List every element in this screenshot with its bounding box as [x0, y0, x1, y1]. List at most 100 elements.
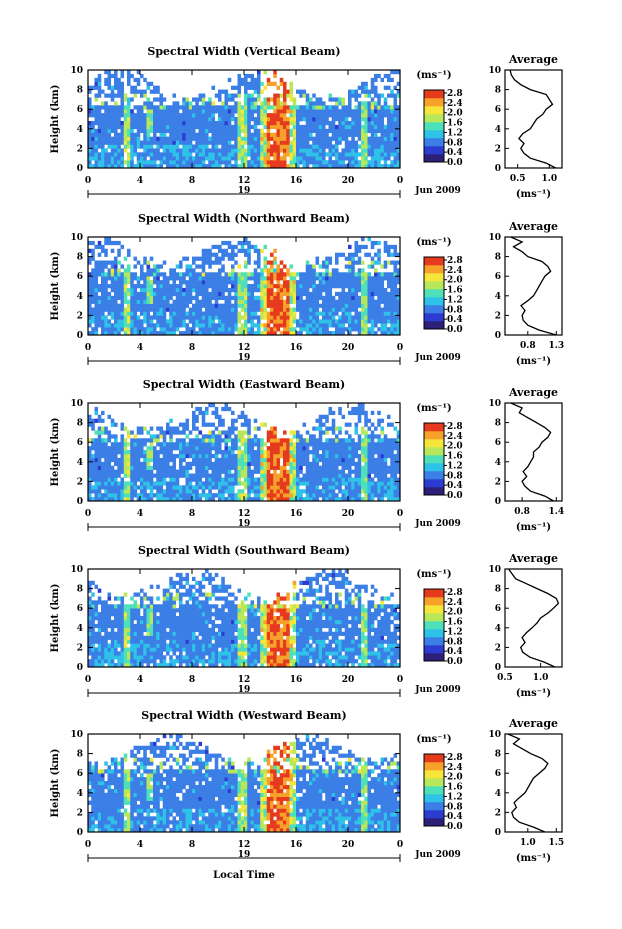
heatmap-cell [335, 438, 339, 443]
heatmap-cell [127, 489, 131, 494]
heatmap-cell [208, 477, 212, 482]
heatmap-cell [296, 156, 300, 161]
heatmap-cell [110, 152, 115, 157]
heatmap-cell [322, 327, 326, 332]
heatmap-cell [247, 148, 251, 153]
heatmap-cell [143, 132, 147, 137]
heatmap-cell [357, 113, 362, 118]
heatmap-cell [172, 101, 177, 106]
heatmap-cell [351, 319, 355, 324]
heatmap-cell [162, 109, 167, 114]
heatmap-cell [149, 299, 154, 304]
heatmap-cell [146, 477, 151, 482]
heatmap-cell [348, 264, 352, 269]
heatmap-cell [127, 430, 131, 435]
heatmap-cell [179, 128, 183, 134]
heatmap-cell [302, 156, 307, 161]
heatmap-cell [237, 450, 242, 455]
heatmap-cell [338, 453, 342, 459]
heatmap-cell [153, 140, 157, 145]
heatmap-cell [354, 295, 359, 301]
heatmap-cell [149, 128, 154, 134]
heatmap-cell [276, 117, 281, 122]
heatmap-cell [367, 319, 372, 324]
heatmap-cell [97, 438, 102, 443]
heatmap-cell [127, 457, 131, 463]
heatmap-cell [153, 331, 157, 336]
heatmap-cell [341, 148, 346, 153]
heatmap-cell [91, 113, 95, 118]
heatmap-cell [364, 272, 368, 277]
heatmap-cell [227, 497, 232, 502]
heatmap-cell [257, 117, 261, 122]
heatmap-cell [133, 327, 138, 332]
heatmap-cell [367, 148, 372, 153]
heatmap-cell [101, 128, 105, 134]
heatmap-cell [348, 311, 352, 316]
heatmap-cell [179, 303, 183, 308]
heatmap-cell [348, 256, 352, 261]
heatmap-cell [117, 493, 121, 498]
heatmap-cell [286, 327, 290, 332]
heatmap-cell [211, 331, 216, 336]
heatmap-cell [377, 327, 381, 332]
heatmap-cell [123, 473, 128, 478]
heatmap-cell [354, 311, 359, 316]
heatmap-cell [179, 465, 183, 470]
heatmap-cell [172, 299, 177, 304]
heatmap-cell [370, 117, 375, 122]
heatmap-cell [94, 81, 99, 86]
heatmap-cell [331, 268, 336, 273]
heatmap-cell [315, 319, 320, 324]
heatmap-cell [253, 117, 258, 122]
heatmap-cell [91, 426, 95, 431]
heatmap-cell [270, 485, 274, 490]
heatmap-cell [318, 295, 323, 301]
heatmap-cell [211, 442, 216, 447]
heatmap-cell [283, 446, 287, 451]
heatmap-cell [335, 446, 339, 451]
heatmap-cell [374, 164, 378, 169]
heatmap-cell [143, 442, 147, 447]
heatmap-cell [94, 418, 99, 423]
heatmap-cell [97, 144, 102, 149]
heatmap-cell [247, 287, 251, 293]
heatmap-cell [266, 493, 271, 498]
heatmap-cell [257, 160, 261, 165]
heatmap-cell [325, 260, 329, 265]
heatmap-cell [247, 252, 251, 257]
heatmap-cell [123, 442, 128, 447]
heatmap-cell [136, 109, 141, 114]
heatmap-cell [140, 438, 144, 443]
heatmap-cell [218, 446, 222, 451]
heatmap-cell [309, 97, 313, 102]
heatmap-cell [166, 497, 170, 502]
heatmap-cell [338, 410, 342, 416]
heatmap-cell [344, 489, 349, 494]
heatmap-cell [257, 152, 261, 157]
heatmap-cell [130, 473, 134, 478]
heatmap-cell [221, 327, 225, 332]
heatmap-cell [299, 272, 303, 277]
heatmap-cell [380, 93, 385, 98]
heatmap-cell [88, 144, 92, 149]
heatmap-cell [279, 331, 284, 336]
heatmap-cell [195, 434, 199, 439]
heatmap-cell [182, 315, 186, 320]
heatmap-cell [325, 323, 329, 328]
heatmap-cell [94, 117, 99, 122]
heatmap-cell [159, 311, 164, 316]
heatmap-cell [208, 124, 212, 130]
heatmap-cell [192, 422, 196, 427]
heatmap-cell [192, 438, 196, 443]
heatmap-cell [250, 315, 255, 320]
heatmap-cell [283, 497, 287, 502]
colorbar-segment [424, 90, 444, 99]
heatmap-cell [260, 303, 264, 308]
heatmap-cell [322, 140, 326, 145]
heatmap-cell [123, 113, 128, 118]
heatmap-cell [341, 465, 346, 470]
heatmap-cell [120, 465, 125, 470]
heatmap-cell [214, 260, 219, 265]
heatmap-cell [162, 493, 167, 498]
